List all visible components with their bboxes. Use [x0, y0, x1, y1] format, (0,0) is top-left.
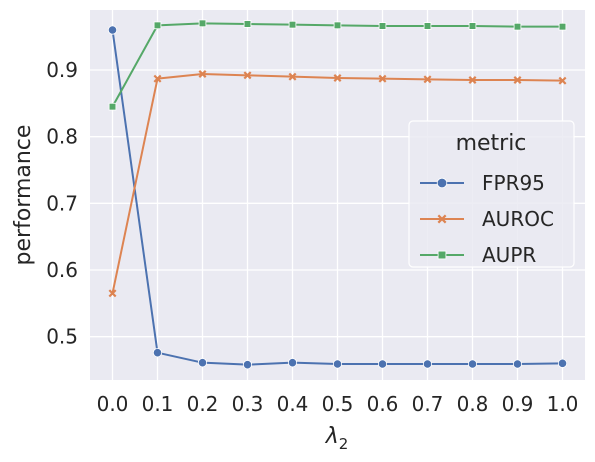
x-tick-label: 1.0 [547, 392, 579, 416]
series-fpr95 [107, 25, 568, 370]
legend-items: FPR95 AUROC AUPR [420, 171, 554, 267]
data-point-auroc [243, 71, 252, 80]
data-point-aupr [153, 21, 162, 30]
data-point-auroc [288, 72, 297, 81]
y-tick-label: 0.6 [46, 258, 78, 282]
x-tick-label: 0.0 [97, 392, 129, 416]
data-point-auroc [513, 76, 522, 84]
data-point-fpr95 [152, 348, 163, 358]
series-aupr [108, 19, 567, 111]
data-point-aupr [108, 102, 117, 111]
x-tick-label: 0.3 [232, 392, 264, 416]
data-point-auroc [378, 74, 387, 83]
legend-box [408, 120, 575, 268]
x-tick-label: 0.8 [457, 392, 489, 416]
data-point-fpr95 [332, 359, 343, 369]
legend-marker-auroc [437, 214, 447, 224]
data-point-auroc [468, 76, 477, 84]
y-tick-label: 0.9 [46, 58, 78, 82]
legend-label-fpr95: FPR95 [482, 171, 545, 195]
legend-marker-aupr [437, 250, 447, 260]
y-tick-label: 0.5 [46, 325, 78, 349]
y-tick-label: 0.8 [46, 125, 78, 149]
x-tick-label: 0.6 [367, 392, 399, 416]
x-tick-label: 0.2 [187, 392, 219, 416]
x-tick-labels: 0.0 0.1 0.2 0.3 0.4 0.5 0.6 0.7 0.8 0.9 1.0 [97, 392, 579, 416]
data-point-aupr [513, 22, 522, 31]
data-point-auroc [423, 75, 432, 84]
series-auroc [108, 70, 567, 298]
x-tick-label: 0.1 [142, 392, 174, 416]
data-point-fpr95 [107, 25, 118, 35]
y-tick-labels: 0.5 0.6 0.7 0.8 0.9 [46, 58, 78, 349]
data-point-auroc [333, 74, 342, 82]
data-point-aupr [378, 22, 387, 30]
data-point-aupr [288, 20, 297, 29]
data-point-auroc [558, 76, 567, 85]
data-point-aupr [198, 19, 207, 28]
data-point-aupr [333, 21, 342, 30]
data-point-fpr95 [287, 358, 298, 368]
data-point-auroc [108, 289, 117, 298]
data-point-fpr95 [467, 359, 478, 369]
legend-label-auroc: AUROC [482, 207, 554, 231]
data-point-fpr95 [512, 359, 523, 369]
y-axis-label: performance [11, 125, 36, 266]
data-point-auroc [198, 70, 207, 78]
y-tick-label: 0.7 [46, 191, 78, 215]
data-point-aupr [423, 22, 432, 30]
legend-item-fpr95: FPR95 [420, 171, 545, 195]
x-tick-label: 0.5 [322, 392, 354, 416]
data-point-fpr95 [422, 359, 433, 369]
x-axis-label-symbol: λ [325, 424, 339, 449]
data-point-auroc [153, 74, 162, 83]
x-tick-label: 0.7 [412, 392, 444, 416]
legend-item-aupr: AUPR [420, 243, 536, 267]
data-point-aupr [558, 22, 567, 31]
x-axis-label-subscript: 2 [339, 435, 349, 453]
data-point-aupr [468, 22, 477, 30]
legend-item-auroc: AUROC [420, 207, 554, 231]
legend: metric FPR95 AUROC AUPR [408, 120, 575, 268]
data-point-fpr95 [197, 358, 208, 368]
x-tick-label: 0.9 [502, 392, 534, 416]
data-point-fpr95 [557, 358, 568, 368]
legend-label-aupr: AUPR [482, 243, 536, 267]
data-point-aupr [243, 20, 252, 28]
series-group [107, 19, 568, 370]
data-point-fpr95 [377, 359, 388, 369]
legend-marker-fpr95 [436, 177, 448, 189]
legend-title: metric [456, 131, 527, 156]
x-axis-label: λ2 [325, 424, 349, 453]
x-tick-label: 0.4 [277, 392, 309, 416]
data-point-fpr95 [242, 360, 253, 370]
